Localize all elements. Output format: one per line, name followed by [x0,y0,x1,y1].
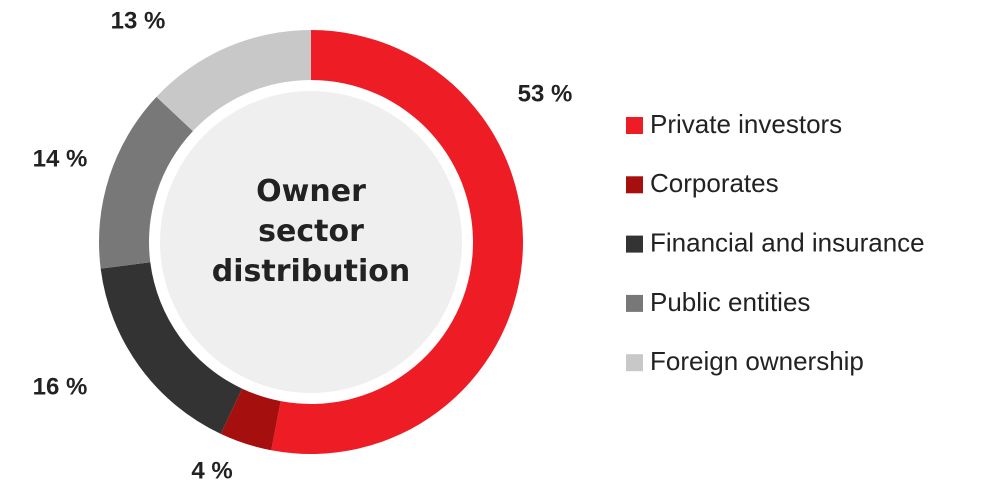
chart-title: Owner sector distribution [211,174,411,289]
value-label: 13 % [111,7,166,34]
donut-segment [220,388,281,451]
legend-swatch [626,235,643,253]
legend-swatch [626,354,643,372]
donut-segment [271,30,523,454]
value-label: 14 % [33,145,88,172]
legend-swatch [626,117,643,134]
legend-label: Public entities [650,287,810,317]
donut-segment [100,262,243,434]
legend-label: Corporates [650,168,779,198]
legend-swatch [626,176,643,194]
value-label: 4 % [191,457,232,484]
center-disc [160,91,462,393]
legend-label: Financial and insurance [650,227,925,257]
legend-label: Private investors [650,109,842,139]
legend-label: Foreign ownership [650,346,864,376]
donut-segment [99,96,193,269]
value-label: 16 % [33,373,88,400]
legend-swatch [626,294,643,312]
value-label: 53 % [518,80,573,107]
donut-segment [156,30,311,132]
